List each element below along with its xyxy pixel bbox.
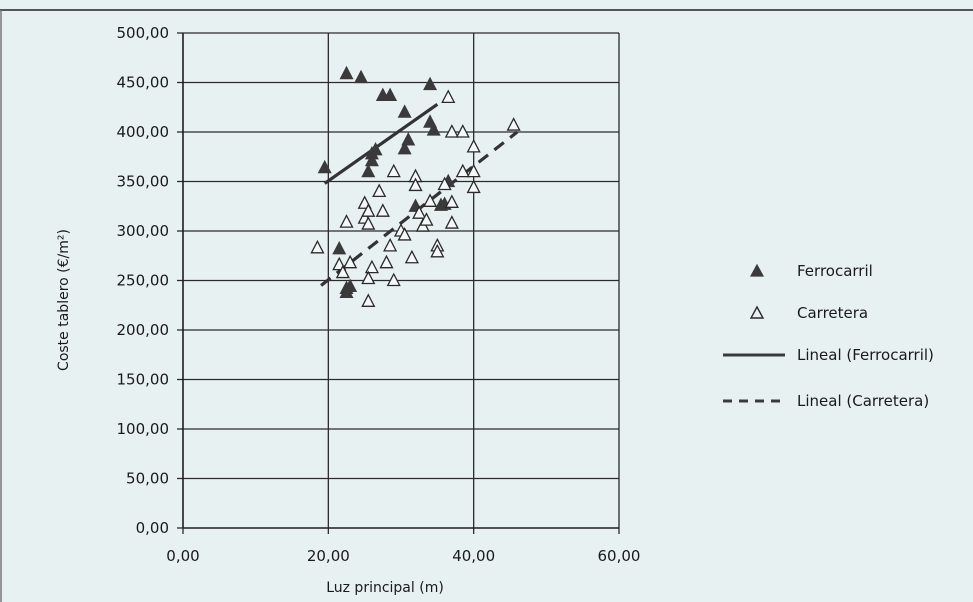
y-tick-label: 500,00 (117, 24, 170, 42)
point-carretera (375, 203, 390, 217)
point-ferrocarril (383, 87, 398, 101)
point-carretera (372, 183, 387, 198)
y-tick-label: 350,00 (117, 173, 170, 191)
point-carretera (361, 216, 376, 230)
point-carretera (466, 138, 481, 153)
point-carretera (419, 212, 434, 226)
point-ferrocarril (423, 76, 438, 91)
grid (183, 32, 620, 528)
point-carretera (466, 179, 481, 194)
legend-item-lineal-carretera: Lineal (Carretera) (723, 392, 929, 410)
point-carretera (386, 272, 401, 287)
point-carretera (335, 264, 350, 279)
point-ferrocarril (397, 104, 412, 118)
point-ferrocarril (368, 142, 383, 156)
y-tick-label: 150,00 (117, 371, 170, 389)
point-carretera (412, 205, 427, 219)
y-tick-label: 400,00 (117, 123, 170, 141)
legend-label-lineal-carretera: Lineal (Carretera) (797, 392, 929, 410)
legend-item-lineal-ferrocarril: Lineal (Ferrocarril) (723, 346, 934, 364)
point-carretera (408, 177, 423, 192)
x-tick-label: 40,00 (452, 547, 495, 565)
legend-marker-carretera (749, 305, 765, 319)
legend-label-carretera: Carretera (797, 304, 868, 322)
x-axis-title: Luz principal (m) (326, 580, 444, 596)
y-tick-label: 450,00 (117, 74, 170, 92)
point-carretera (437, 176, 452, 191)
tick-labels: 0,00 50,00 100,00 150,00 200,00 250,00 300,00 3… (117, 24, 641, 565)
point-ferrocarril (401, 132, 416, 146)
point-ferrocarril (317, 159, 332, 174)
y-tick-label: 200,00 (117, 321, 170, 339)
x-tick-label: 60,00 (598, 547, 641, 565)
point-carretera (444, 124, 459, 138)
y-tick-label: 300,00 (117, 222, 170, 240)
legend-marker-ferrocarril (749, 263, 765, 277)
trendline-ferrocarril (323, 102, 439, 185)
point-carretera (455, 163, 470, 178)
point-carretera (397, 227, 412, 241)
x-tick-label: 20,00 (307, 547, 350, 565)
legend-label-lineal-ferrocarril: Lineal (Ferrocarril) (797, 346, 934, 364)
point-carretera (430, 243, 445, 258)
axes (177, 32, 620, 534)
point-carretera (506, 117, 521, 131)
legend: Ferrocarril Carretera Lineal (Ferrocarri… (723, 262, 934, 410)
point-carretera (364, 259, 380, 274)
y-tick-label: 50,00 (126, 470, 169, 488)
point-ferrocarril (332, 241, 347, 255)
point-carretera (386, 163, 401, 178)
point-ferrocarril (364, 152, 379, 167)
point-ferrocarril (354, 69, 369, 84)
legend-item-carretera: Carretera (749, 304, 868, 322)
data-points (310, 65, 521, 307)
point-carretera (422, 193, 438, 207)
y-tick-label: 100,00 (117, 420, 170, 438)
y-tick-label: 250,00 (117, 272, 170, 290)
point-carretera (444, 215, 459, 229)
point-ferrocarril (339, 65, 354, 80)
point-ferrocarril (397, 141, 412, 155)
legend-item-ferrocarril: Ferrocarril (749, 262, 873, 280)
point-carretera (466, 163, 481, 178)
y-tick-label: 0,00 (136, 519, 169, 537)
point-carretera (343, 254, 358, 269)
point-carretera (383, 237, 398, 252)
legend-label-ferrocarril: Ferrocarril (797, 262, 873, 280)
point-carretera (361, 293, 376, 307)
point-carretera (361, 270, 376, 285)
point-carretera (310, 239, 325, 254)
point-carretera (404, 249, 419, 264)
point-carretera (455, 124, 470, 138)
point-carretera (441, 89, 456, 103)
point-carretera (444, 194, 459, 208)
point-ferrocarril (426, 122, 441, 136)
point-carretera (379, 254, 394, 269)
y-axis-title: Coste tablero (€/m²) (56, 229, 72, 371)
point-ferrocarril (361, 163, 376, 178)
point-ferrocarril (343, 278, 358, 293)
x-tick-label: 0,00 (166, 547, 199, 565)
point-carretera (339, 214, 354, 228)
